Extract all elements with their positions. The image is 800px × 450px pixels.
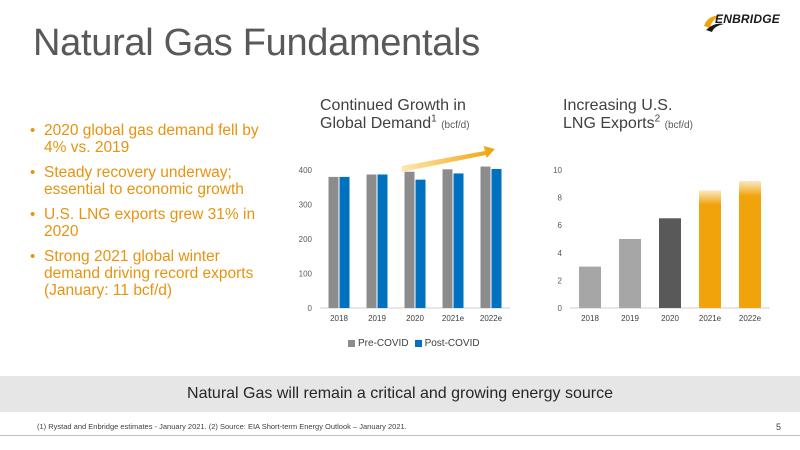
bar-lng-2021e	[699, 190, 721, 308]
x-tick-label: 2022e	[480, 314, 503, 323]
demand-chart-title-line2: Global Demand1 (bcf/d)	[320, 113, 470, 135]
bullet-item: 2020 global gas demand fell by 4% vs. 20…	[30, 122, 278, 156]
lng-chart-title-line1: Increasing U.S.	[563, 97, 673, 114]
y-tick-label: 100	[299, 270, 313, 279]
legend-label: Post-COVID	[424, 338, 480, 349]
bullet-item: Steady recovery underway; essential to e…	[30, 164, 278, 198]
global-demand-chart: 0 100 200 300 400 2018 2019 2020 2021e 2022e	[299, 146, 510, 323]
y-tick-label: 0	[558, 304, 563, 313]
demand-chart-title: Continued Growth in Global Demand1 (bcf/…	[320, 97, 470, 135]
lng-chart-title-line2: LNG Exports2 (bcf/d)	[563, 113, 693, 135]
bar-post-covid-2019	[377, 174, 388, 308]
bar-post-covid-2022e	[491, 168, 502, 308]
bar-post-covid-2020	[415, 179, 426, 308]
legend-item-post-covid: Post-COVID	[414, 338, 480, 349]
bar-estimate-fade	[739, 181, 761, 197]
x-tick-label: 2020	[406, 314, 424, 323]
y-tick-label: 2	[558, 276, 563, 285]
bar-estimate-fade	[699, 190, 721, 205]
enbridge-logo	[704, 15, 724, 32]
x-tick-label: 2018	[330, 314, 348, 323]
lng-exports-chart: 0 2 4 6 8 10 2018 2019 2020 2021e 2022e	[553, 166, 770, 323]
legend-swatch	[348, 340, 355, 347]
y-tick-label: 400	[299, 166, 313, 175]
legend-label: Pre-COVID	[358, 338, 409, 349]
bar-pre-covid-2022e	[480, 166, 491, 308]
bullet-list: 2020 global gas demand fell by 4% vs. 20…	[30, 122, 278, 307]
x-tick-label: 2021e	[442, 314, 465, 323]
page-number: 5	[776, 422, 782, 432]
bar-pre-covid-2021e	[442, 169, 453, 308]
legend-swatch	[414, 340, 422, 347]
y-tick-label: 4	[558, 249, 563, 258]
key-message-banner: Natural Gas will remain a critical and g…	[0, 376, 800, 412]
bar-lng-2022e	[739, 181, 761, 308]
y-tick-label: 300	[299, 201, 313, 210]
x-tick-label: 2022e	[739, 314, 762, 323]
y-tick-label: 10	[553, 166, 562, 175]
x-tick-label: 2018	[581, 314, 599, 323]
demand-chart-title-line1: Continued Growth in	[320, 97, 466, 114]
bar-lng-2019	[619, 239, 641, 308]
footnote: (1) Rystad and Enbridge estimates - Janu…	[37, 422, 407, 431]
banner-text: Natural Gas will remain a critical and g…	[187, 385, 613, 402]
demand-chart-unit: (bcf/d)	[441, 120, 470, 131]
footnote-marker: 1	[431, 113, 437, 125]
bar-post-covid-2018	[339, 176, 350, 308]
bullet-item: U.S. LNG exports grew 31% in 2020	[30, 206, 278, 240]
bar-post-covid-2021e	[453, 173, 464, 308]
legend-item-pre-covid: Pre-COVID	[348, 338, 409, 349]
bar-pre-covid-2018	[328, 176, 339, 308]
x-tick-label: 2020	[661, 314, 679, 323]
y-tick-label: 6	[558, 221, 563, 230]
bar-pre-covid-2019	[366, 174, 377, 308]
lng-chart-title-text: LNG Exports	[563, 115, 655, 132]
bullet-item: Strong 2021 global winter demand driving…	[30, 248, 278, 299]
y-tick-label: 200	[299, 235, 313, 244]
logo-text: ENBRIDGE	[715, 12, 780, 26]
lng-chart-title: Increasing U.S. LNG Exports2 (bcf/d)	[563, 97, 693, 135]
slide-title: Natural Gas Fundamentals	[33, 22, 480, 64]
lng-chart-unit: (bcf/d)	[664, 120, 693, 131]
x-tick-label: 2019	[368, 314, 386, 323]
growth-arrow-icon	[401, 146, 495, 172]
bottom-divider	[0, 435, 800, 436]
demand-chart-title-text: Global Demand	[320, 115, 432, 132]
x-tick-label: 2021e	[699, 314, 722, 323]
y-tick-label: 0	[308, 304, 313, 313]
bar-lng-2020	[659, 218, 681, 308]
bar-pre-covid-2020	[404, 171, 415, 308]
y-tick-label: 8	[558, 194, 563, 203]
x-tick-label: 2019	[621, 314, 639, 323]
bar-lng-2018	[579, 266, 601, 308]
footnote-marker: 2	[654, 113, 661, 125]
demand-chart-legend: Pre-COVID Post-COVID	[348, 338, 486, 349]
